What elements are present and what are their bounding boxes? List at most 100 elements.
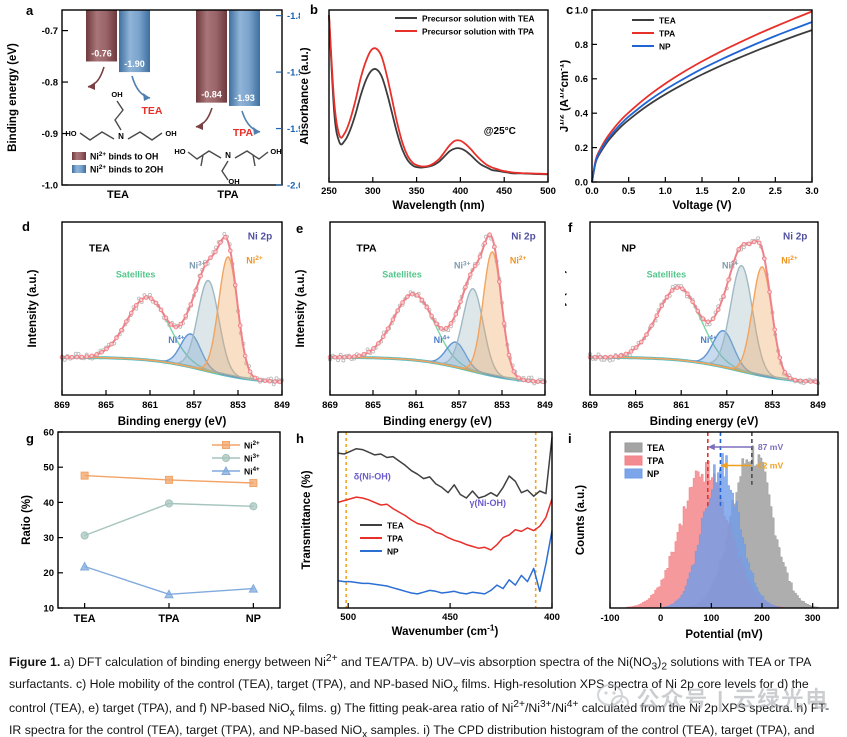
- x-axis-title: Voltage (V): [672, 200, 731, 212]
- x-axis-title: Binding energy (eV): [383, 416, 492, 428]
- peak-label-ni4: Ni4+: [434, 335, 451, 345]
- series-triangle: [79, 561, 259, 599]
- sample-label: TEA: [89, 242, 110, 254]
- corner-label: Ni 2p: [511, 231, 535, 242]
- y-axis-title: Counts (a.u.): [575, 485, 587, 555]
- sample-label: NP: [621, 242, 636, 254]
- panel-a-chart: -0.76 -1.90 TEA -0.84 -1.93 TPA -0.7 -0.8 -0.9 -1…: [7, 9, 309, 201]
- x-tick-label: 861: [673, 400, 690, 411]
- arrow-tea-2oh: [131, 75, 151, 99]
- legend: TEA TPA NP: [624, 442, 665, 479]
- peak-label-ni2: Ni2+: [510, 255, 527, 265]
- legend-label: TPA: [659, 28, 675, 38]
- panel-i-chart: 87 mV 62 mV -100 0 100 200 300 Potential (mV) Co…: [575, 431, 839, 641]
- plot-frame: [61, 9, 283, 186]
- legend: Precursor solution with TEA Precursor sol…: [395, 13, 535, 36]
- legend-label: TEA: [647, 443, 665, 453]
- plot-frame: [591, 9, 813, 183]
- series-line-TPA: [591, 10, 813, 183]
- plot-frame: [337, 431, 553, 609]
- atom-label: OH: [165, 129, 176, 138]
- left-tick-label: -0.8: [42, 78, 58, 89]
- bar-value-label: -1.90: [124, 59, 145, 69]
- y-tick-label: 30: [43, 533, 54, 544]
- x-tick-label: 869: [322, 400, 338, 411]
- fit-area-Ni4: [330, 342, 545, 382]
- peak-label-ni2: Ni2+: [781, 255, 798, 265]
- x-tick-label: 857: [719, 400, 735, 411]
- plot-frame: [328, 9, 549, 183]
- plot-frame: [329, 221, 546, 396]
- bar-TEA-OH: [86, 10, 117, 62]
- y-tick-label: 0.0: [575, 177, 588, 188]
- x-tick-label: 0: [658, 613, 663, 624]
- panel-c: c 0.0 0.5 1.0 1.5 2.0 2.5 3.0 0.0 0.2 0.4 0.6 0.8 1.…: [557, 0, 847, 215]
- panel-b-letter: b: [310, 2, 318, 17]
- x-tick-label: 2.5: [769, 186, 783, 197]
- x-tick-label: 350: [409, 186, 425, 197]
- series-line-Precursor-solution-with-TPA: [328, 15, 549, 175]
- annotation: δ(Ni-OH): [354, 472, 391, 482]
- panel-g-letter: g: [26, 431, 34, 446]
- category-label: TEA: [107, 189, 129, 201]
- panel-a: a -0.76 -1.90 TEA -0.84 -1.93 TPA -0.7 -0.8 -0.9…: [0, 0, 309, 215]
- x-tick-label: 100: [703, 613, 719, 624]
- histogram-NP: [610, 453, 839, 609]
- bar-value-label: -0.84: [201, 90, 222, 100]
- y-axis-title: J1/2 (A1/2cm-1): [560, 60, 571, 133]
- legend-label: Precursor solution with TEA: [422, 13, 535, 23]
- panel-g-chart: 10 20 30 40 50 60 TEA TPA NP Ratio (%) Ni2+ Ni3+ Ni4…: [21, 427, 281, 625]
- legend-label: NP: [647, 469, 659, 479]
- legend-label: TEA: [387, 520, 404, 530]
- x-tick-label: 200: [754, 613, 770, 624]
- y-axis-title: Intensity (a.u.): [295, 269, 307, 347]
- y-axis-title: Binding energy (eV): [7, 43, 19, 152]
- x-tick-label: -100: [600, 613, 619, 624]
- peak-label-ni2: Ni2+: [246, 255, 263, 265]
- atom-label: HO: [65, 129, 76, 138]
- category-label: TEA: [74, 613, 96, 625]
- legend-label: Precursor solution with TPA: [422, 26, 534, 36]
- y-tick-label: 0.2: [575, 143, 588, 154]
- arrow-tea-oh: [87, 66, 105, 88]
- tpa-molecule-structure: [187, 150, 269, 181]
- x-tick-label: 400: [544, 612, 560, 623]
- peak-label-ni4: Ni4+: [168, 335, 185, 345]
- right-tick-label: -1.90: [287, 68, 300, 79]
- x-tick-label: 853: [230, 400, 246, 411]
- x-tick-label: 500: [340, 612, 356, 623]
- atom-label: OH: [270, 147, 281, 156]
- left-tick-label: -0.7: [42, 26, 58, 37]
- y-tick-label: 40: [43, 498, 54, 509]
- x-axis-title: Binding energy (eV): [118, 416, 227, 428]
- envelope-markers: [59, 234, 283, 385]
- right-tick-label: -1.95: [287, 124, 300, 135]
- y-axis-title: Intensity (a.u.): [565, 269, 567, 347]
- series-line-NP: [337, 530, 553, 595]
- panel-c-letter: c: [566, 2, 574, 17]
- panel-g: g 10 20 30 40 50 60 TEA TPA NP Ratio (%) Ni2+ Ni3+ N…: [0, 425, 290, 647]
- panel-i: i 87 mV 62 mV -100 0 100 200 300 Potential (mV)…: [565, 425, 847, 647]
- shift-label: 87 mV: [758, 442, 784, 452]
- x-tick-label: 869: [54, 400, 70, 411]
- atom-label: OH: [111, 90, 122, 99]
- x-tick-label: 849: [537, 400, 553, 411]
- panel-c-chart: 0.0 0.5 1.0 1.5 2.0 2.5 3.00.00.20.40.60.81.0V…: [557, 5, 819, 212]
- fit-area-Ni2: [590, 266, 818, 382]
- legend: Ni2+ binds to OH Ni2+ binds to 2OH: [72, 151, 163, 175]
- peak-label-ni3: Ni3+: [189, 260, 206, 270]
- peak-label-ni3: Ni3+: [454, 260, 471, 270]
- panel-a-letter: a: [26, 3, 34, 18]
- shift-label: 62 mV: [758, 461, 784, 471]
- atom-label: N: [225, 151, 231, 160]
- legend-label: Ni2+ binds to 2OH: [90, 164, 163, 174]
- corner-label: Ni 2p: [783, 231, 807, 242]
- x-tick-label: 300: [365, 186, 381, 197]
- legend-label: TEA: [659, 15, 676, 25]
- tea-molecule-structure: [79, 100, 163, 141]
- sample-label: TPA: [356, 242, 377, 254]
- y-tick-label: 20: [43, 568, 54, 579]
- legend-label: TPA: [647, 456, 665, 466]
- panel-h-chart: 500 450 400 Wavenumber (cm-1) Transmittance …: [301, 431, 560, 638]
